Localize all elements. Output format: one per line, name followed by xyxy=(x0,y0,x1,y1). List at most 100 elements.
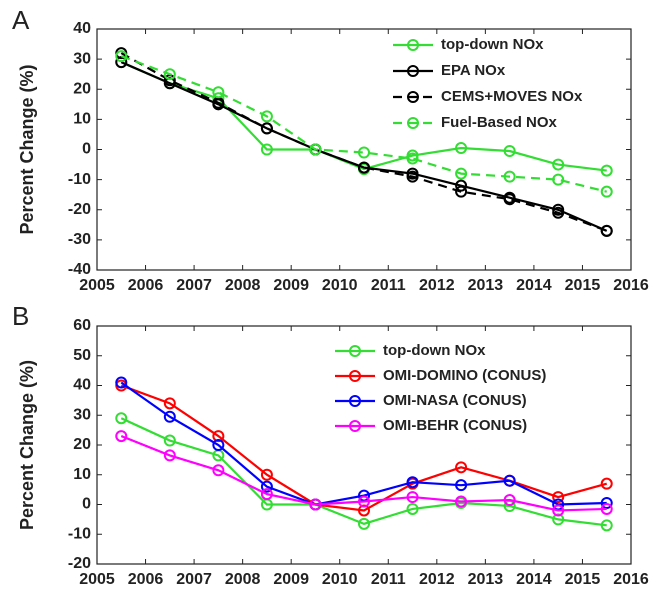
data-point xyxy=(600,502,613,515)
data-point xyxy=(503,145,516,158)
y-tick-label: 50 xyxy=(73,347,91,364)
x-tick-label: 2010 xyxy=(322,277,358,294)
panel-label: A xyxy=(12,5,30,35)
y-tick-label: 0 xyxy=(82,496,91,513)
data-point xyxy=(212,430,225,443)
data-point xyxy=(163,449,176,462)
data-point xyxy=(552,513,565,526)
y-axis-label: Percent Change (%) xyxy=(17,360,37,530)
y-tick-label: 30 xyxy=(73,406,91,423)
y-tick-label: -20 xyxy=(68,555,91,572)
data-point xyxy=(260,488,273,501)
legend-label: top-down NOx xyxy=(383,342,486,359)
data-point xyxy=(455,185,468,198)
data-point xyxy=(358,504,370,517)
data-point xyxy=(212,439,225,451)
data-point xyxy=(115,430,128,443)
y-tick-label: 20 xyxy=(73,436,91,453)
legend-label: EPA NOx xyxy=(441,62,506,79)
x-tick-label: 2014 xyxy=(516,571,552,588)
data-point xyxy=(358,517,370,530)
data-point xyxy=(600,164,613,177)
x-tick-label: 2012 xyxy=(419,571,455,588)
legend-label: OMI-DOMINO (CONUS) xyxy=(383,367,546,384)
data-point xyxy=(406,152,419,165)
data-point xyxy=(309,498,322,511)
x-tick-label: 2011 xyxy=(371,571,406,588)
data-point xyxy=(552,173,565,186)
data-point xyxy=(115,412,128,425)
legend-marker xyxy=(349,395,361,407)
legend-label: top-down NOx xyxy=(441,36,544,53)
data-point xyxy=(552,504,565,517)
series-line xyxy=(120,384,608,512)
data-point xyxy=(115,50,128,63)
x-tick-label: 2007 xyxy=(176,277,212,294)
plot-frame xyxy=(96,325,632,565)
data-point xyxy=(455,141,468,154)
data-point xyxy=(406,170,419,183)
panel-label: B xyxy=(12,301,29,331)
x-tick-label: 2006 xyxy=(128,277,164,294)
x-tick-label: 2008 xyxy=(225,571,261,588)
data-point xyxy=(455,167,468,180)
data-point xyxy=(552,491,565,504)
data-point xyxy=(309,143,322,156)
y-tick-label: -10 xyxy=(68,525,91,542)
legend-marker xyxy=(407,39,419,51)
y-tick-label: 60 xyxy=(73,317,91,334)
data-point xyxy=(600,497,613,510)
x-tick-label: 2010 xyxy=(322,571,358,588)
legend-label: OMI-BEHR (CONUS) xyxy=(383,417,527,434)
data-point xyxy=(600,224,613,237)
y-tick-label: -30 xyxy=(68,231,91,248)
data-point xyxy=(455,479,468,492)
data-point xyxy=(503,474,516,487)
data-point xyxy=(163,397,176,410)
series-line xyxy=(120,435,607,512)
data-point xyxy=(600,519,613,532)
y-tick-label: -20 xyxy=(68,201,91,218)
x-tick-label: 2015 xyxy=(565,571,601,588)
data-point xyxy=(503,193,516,206)
data-point xyxy=(552,158,565,171)
data-point xyxy=(358,161,370,174)
data-point xyxy=(455,495,468,508)
y-tick-label: 0 xyxy=(82,141,91,158)
x-tick-label: 2015 xyxy=(565,277,601,294)
data-point xyxy=(115,376,128,389)
x-tick-label: 2013 xyxy=(468,277,504,294)
x-tick-label: 2012 xyxy=(419,277,455,294)
x-tick-label: 2014 xyxy=(516,277,552,294)
data-point xyxy=(260,480,273,493)
x-tick-label: 2006 xyxy=(128,571,164,588)
data-point xyxy=(212,86,225,99)
data-point xyxy=(406,476,419,489)
legend-label: OMI-NASA (CONUS) xyxy=(383,392,527,409)
legend-marker xyxy=(349,370,361,382)
y-tick-label: 20 xyxy=(73,80,91,97)
x-tick-label: 2008 xyxy=(225,277,261,294)
legend-marker xyxy=(407,65,419,77)
data-point xyxy=(260,143,273,156)
x-tick-label: 2009 xyxy=(273,277,309,294)
data-point xyxy=(163,410,176,423)
data-point xyxy=(163,68,176,81)
data-point xyxy=(260,468,273,481)
legend-marker xyxy=(407,117,419,129)
y-tick-label: 40 xyxy=(73,20,91,37)
series-line xyxy=(120,417,607,527)
data-point xyxy=(552,206,565,219)
x-tick-label: 2005 xyxy=(79,571,115,588)
data-point xyxy=(503,494,516,507)
x-tick-label: 2016 xyxy=(613,571,649,588)
legend-marker xyxy=(349,345,361,357)
x-tick-label: 2007 xyxy=(176,571,212,588)
y-axis-label: Percent Change (%) xyxy=(17,64,37,234)
y-tick-label: -40 xyxy=(68,261,91,278)
series-line xyxy=(120,61,608,232)
y-tick-label: 10 xyxy=(73,466,91,483)
legend-marker xyxy=(349,420,361,432)
data-point xyxy=(600,185,613,198)
